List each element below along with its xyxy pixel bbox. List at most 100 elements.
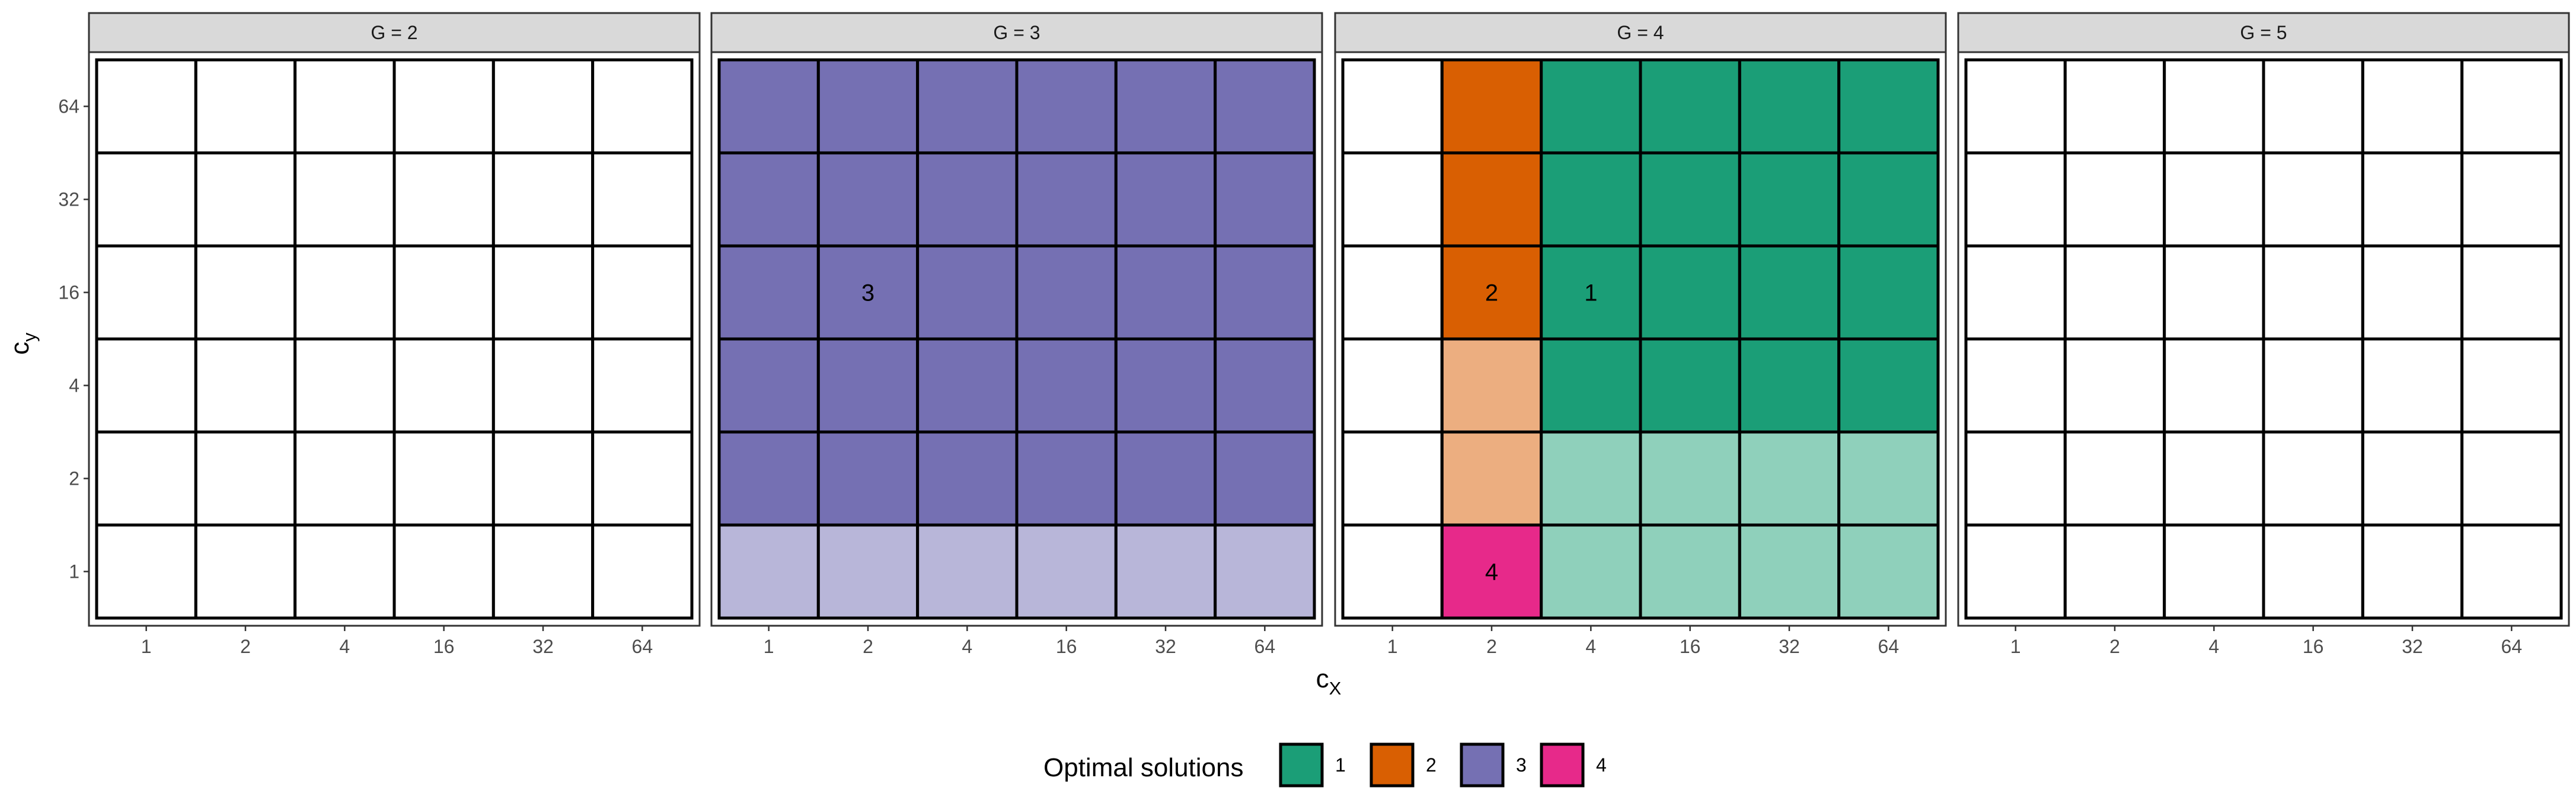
heatmap-cell	[591, 337, 694, 434]
heatmap-cell	[2063, 151, 2166, 248]
heatmap-cell	[491, 58, 595, 155]
heatmap-tile	[1738, 523, 1841, 620]
heatmap-tile	[1540, 151, 1642, 248]
heatmap-cell	[1341, 151, 1444, 248]
heatmap-tile	[916, 523, 1019, 620]
heatmap-cell	[2361, 337, 2464, 434]
heatmap-cell	[491, 523, 595, 620]
heatmap-tile	[1015, 337, 1118, 434]
facet-strip-label: G = 5	[2240, 22, 2287, 43]
x-tick-label: 64	[632, 636, 653, 657]
heatmap-tile	[1015, 430, 1118, 527]
heatmap-cell	[2262, 151, 2364, 248]
heatmap-tile	[1738, 337, 1841, 434]
heatmap-cell	[95, 523, 197, 620]
heatmap-tile	[1540, 244, 1642, 341]
facet-strip-label: G = 4	[1617, 22, 1664, 43]
heatmap-tile	[1738, 430, 1841, 527]
x-tick-label: 32	[532, 636, 554, 657]
facet-strip	[1334, 12, 1947, 53]
heatmap-tile	[1440, 523, 1543, 620]
heatmap-cell	[591, 430, 694, 527]
heatmap-cell	[293, 430, 396, 527]
x-tick-label: 2	[240, 636, 251, 657]
y-tick-label: 16	[58, 282, 79, 303]
x-tick-label: 32	[2402, 636, 2423, 657]
heatmap-cell	[591, 523, 694, 620]
x-tick-label: 1	[764, 636, 774, 657]
heatmap-cell	[1341, 430, 1444, 527]
heatmap-cell	[2063, 337, 2166, 434]
heatmap-tile	[1639, 523, 1741, 620]
heatmap-tile	[1214, 523, 1316, 620]
heatmap-cell	[2163, 151, 2265, 248]
heatmap-cell	[1964, 337, 2067, 434]
facet-strip	[1957, 12, 2570, 53]
heatmap-cell	[1964, 151, 2067, 248]
heatmap-cell	[491, 151, 595, 248]
heatmap-tile	[1114, 58, 1217, 155]
heatmap-cell	[2361, 244, 2464, 341]
legend-title: Optimal solutions	[1043, 753, 1243, 782]
heatmap-cell	[2262, 430, 2364, 527]
heatmap-cell	[2262, 337, 2364, 434]
heatmap-cell	[1964, 244, 2067, 341]
heatmap-cell	[194, 151, 297, 248]
heatmap-cell	[2460, 337, 2563, 434]
x-tick-label: 1	[141, 636, 152, 657]
heatmap-tile	[1837, 151, 1940, 248]
heatmap-cell	[95, 244, 197, 341]
x-tick-label: 4	[2208, 636, 2219, 657]
heatmap-tile	[816, 58, 920, 155]
heatmap-cell	[2063, 58, 2166, 155]
heatmap-tile	[1214, 58, 1316, 155]
facet-strip-label: G = 2	[371, 22, 417, 43]
heatmap-tile	[816, 430, 920, 527]
heatmap-tile	[816, 523, 920, 620]
heatmap-tile	[717, 244, 820, 341]
x-tick-label: 64	[2501, 636, 2523, 657]
heatmap-cell	[2063, 523, 2166, 620]
heatmap-cell	[2163, 244, 2265, 341]
heatmap-tile	[1639, 337, 1741, 434]
heatmap-cell	[2361, 151, 2464, 248]
heatmap-cell	[95, 151, 197, 248]
heatmap-cell	[491, 430, 595, 527]
heatmap-cell	[2262, 244, 2364, 341]
heatmap-cell	[2460, 151, 2563, 248]
heatmap-cell	[194, 58, 297, 155]
heatmap-tile	[1738, 244, 1841, 341]
heatmap-tile	[816, 244, 920, 341]
x-tick-label: 32	[1155, 636, 1176, 657]
heatmap-cell	[491, 244, 595, 341]
heatmap-cell	[491, 337, 595, 434]
heatmap-cell	[1341, 58, 1444, 155]
heatmap-tile	[717, 523, 820, 620]
heatmap-cell	[194, 430, 297, 527]
heatmap-tile	[816, 151, 920, 248]
heatmap-tile	[1639, 430, 1741, 527]
heatmap-tile	[1214, 151, 1316, 248]
legend-label: 4	[1596, 754, 1607, 776]
heatmap-cell	[194, 337, 297, 434]
heatmap-cell	[392, 151, 495, 248]
tile-label: 1	[1584, 280, 1597, 306]
y-tick-label: 4	[69, 375, 79, 396]
x-tick-label: 2	[1486, 636, 1497, 657]
heatmap-cell	[194, 244, 297, 341]
heatmap-tile	[916, 151, 1019, 248]
heatmap-cell	[2361, 523, 2464, 620]
facet-strip-label: G = 3	[993, 22, 1040, 43]
x-axis-title: cX	[1316, 664, 1342, 699]
heatmap-cell	[95, 58, 197, 155]
legend-label: 2	[1426, 754, 1437, 776]
x-tick-label: 16	[433, 636, 455, 657]
heatmap-cell	[2163, 430, 2265, 527]
y-tick-label: 1	[69, 561, 79, 582]
heatmap-tile	[1214, 244, 1316, 341]
tile-label: 4	[1485, 559, 1498, 585]
heatmap-cell	[2063, 244, 2166, 341]
heatmap-tile	[1114, 430, 1217, 527]
y-axis-title: cy	[5, 332, 40, 355]
